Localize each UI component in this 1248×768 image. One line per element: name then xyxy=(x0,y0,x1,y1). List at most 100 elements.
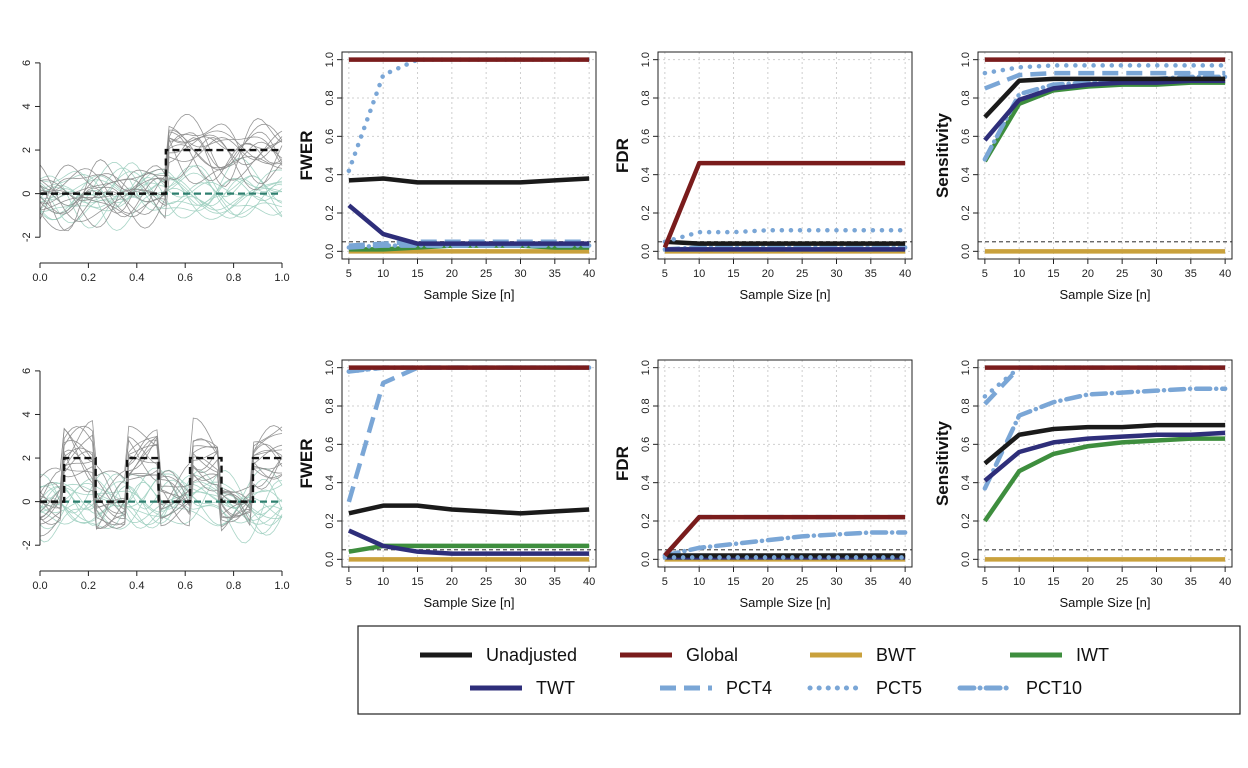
mean-line-dark xyxy=(40,456,282,503)
sample-curve-dark xyxy=(39,433,283,537)
y-tick-label: 0.2 xyxy=(324,205,336,220)
x-axis-label: Sample Size [n] xyxy=(739,595,830,610)
y-tick-label: 0.6 xyxy=(324,129,336,144)
y-tick-label: 0.6 xyxy=(324,437,336,452)
sample-curve-dark xyxy=(39,123,283,229)
y-tick-label: 4 xyxy=(21,103,33,109)
y-tick-label: 0.4 xyxy=(960,167,972,182)
sample-curve-dark xyxy=(39,130,283,220)
mean-line-dark xyxy=(40,148,282,195)
series-line-iwt xyxy=(983,436,1226,523)
x-tick-label: 15 xyxy=(1047,576,1059,588)
legend-frame xyxy=(357,625,1241,715)
sample-curve-dark xyxy=(39,425,283,528)
series-line-global xyxy=(662,160,906,249)
x-tick-label: 20 xyxy=(762,268,774,280)
sample-curve-dark xyxy=(39,114,283,215)
x-tick-label: 40 xyxy=(583,268,595,280)
sample-curve-dark xyxy=(39,134,283,223)
x-tick-label: 20 xyxy=(1082,576,1094,588)
series-line-pct4 xyxy=(983,365,1226,406)
panel-sens-top: 5 10 15 20 25 30 35 40 0.0 0.2 0.4 0.6 0.8 1.0 Sensiti… xyxy=(933,51,1233,302)
x-tick-label: 1.0 xyxy=(274,272,289,284)
x-tick-label: 0.6 xyxy=(178,272,193,284)
x-axis-label: Sample Size [n] xyxy=(1059,595,1150,610)
y-tick-label: 0.6 xyxy=(960,129,972,144)
series-line-twt xyxy=(983,78,1226,142)
panel-curves-top: 0.0 0.2 0.4 0.6 0.8 1.0 -2 0 2 4 6 xyxy=(21,60,290,284)
y-tick-label: 1.0 xyxy=(640,360,652,375)
x-tick-label: 30 xyxy=(830,268,842,280)
y-tick-label: 0.6 xyxy=(640,437,652,452)
x-tick-label: 5 xyxy=(982,576,988,588)
y-tick-label: 1.0 xyxy=(324,52,336,67)
y-tick-label: 0.4 xyxy=(640,167,652,182)
series-line-pct4 xyxy=(984,70,1226,91)
x-tick-label: 25 xyxy=(796,268,808,280)
x-tick-label: 10 xyxy=(1013,576,1025,588)
legend-label-pct4: PCT4 xyxy=(726,678,772,698)
x-tick-label: 15 xyxy=(411,576,423,588)
y-tick-label: 1.0 xyxy=(640,52,652,67)
sample-curve-dark xyxy=(39,131,283,218)
y-tick-label: 0.8 xyxy=(324,90,336,105)
x-tick-label: 5 xyxy=(346,268,352,280)
x-tick-label: 1.0 xyxy=(274,580,289,592)
panel-fdr-bottom: 5 10 15 20 25 30 35 40 0.0 0.2 0.4 0.6 0.8 1.0 FDR Samp… xyxy=(613,359,913,610)
series-line-pct4 xyxy=(346,365,590,503)
x-tick-label: 10 xyxy=(693,268,705,280)
panel-curves-bottom: 0.0 0.2 0.4 0.6 0.8 1.0 -2 0 2 4 6 xyxy=(21,368,290,592)
x-tick-label: 15 xyxy=(727,576,739,588)
y-tick-label: 0.8 xyxy=(960,398,972,413)
x-tick-label: 40 xyxy=(1219,576,1231,588)
y-tick-label: 1.0 xyxy=(324,360,336,375)
x-tick-label: 5 xyxy=(662,576,668,588)
x-tick-label: 10 xyxy=(1013,268,1025,280)
series-line-pct10 xyxy=(982,74,1228,162)
y-tick-label: 0.2 xyxy=(960,205,972,220)
legend-label-pct5: PCT5 xyxy=(876,678,922,698)
sample-curve-teal xyxy=(39,169,283,219)
y-tick-label: 1.0 xyxy=(960,52,972,67)
y-tick-label: 0.4 xyxy=(324,475,336,490)
sample-curve-dark xyxy=(39,131,283,228)
x-tick-label: 40 xyxy=(583,576,595,588)
x-tick-label: 30 xyxy=(1150,576,1162,588)
sample-curve-dark xyxy=(39,417,283,525)
series-line-pct5 xyxy=(662,228,908,244)
y-tick-label: 0 xyxy=(21,499,33,505)
sample-curve-dark xyxy=(39,138,283,220)
series-line-unadjusted xyxy=(664,239,906,246)
y-tick-label: 0.4 xyxy=(324,167,336,182)
x-tick-label: 40 xyxy=(899,576,911,588)
y-tick-label: 0.0 xyxy=(640,552,652,567)
y-tick-label: 0.8 xyxy=(640,90,652,105)
panel-fwer-bottom: 5 10 15 20 25 30 35 40 0.0 0.2 0.4 0.6 0.8 1.0 FWER Sam… xyxy=(297,359,597,610)
y-axis-label: FDR xyxy=(613,138,632,173)
series-line-twt xyxy=(347,528,590,556)
series-line-unadjusted xyxy=(983,422,1226,466)
x-tick-label: 0.0 xyxy=(32,580,47,592)
y-tick-label: 0.8 xyxy=(960,90,972,105)
x-tick-label: 25 xyxy=(1116,268,1128,280)
legend-label-twt: TWT xyxy=(536,678,575,698)
x-tick-label: 25 xyxy=(480,576,492,588)
y-tick-label: 0.2 xyxy=(324,513,336,528)
y-tick-label: 1.0 xyxy=(960,360,972,375)
plot-frame xyxy=(657,359,913,568)
series-line-global xyxy=(663,514,906,558)
y-tick-label: 0.4 xyxy=(960,475,972,490)
series-line-pct5 xyxy=(346,57,592,174)
x-tick-label: 5 xyxy=(346,576,352,588)
sample-curve-dark xyxy=(39,125,283,231)
y-tick-label: 0 xyxy=(21,191,33,197)
x-tick-label: 5 xyxy=(982,268,988,280)
x-tick-label: 30 xyxy=(1150,268,1162,280)
panel-fdr-top: 5 10 15 20 25 30 35 40 0.0 0.2 0.4 0.6 0.8 1.0 FDR Samp… xyxy=(613,51,913,302)
x-tick-label: 15 xyxy=(411,268,423,280)
sample-curve-dark xyxy=(39,136,283,214)
y-tick-label: 0.0 xyxy=(960,244,972,259)
sample-curve-dark xyxy=(39,427,283,530)
legend-label-global: Global xyxy=(686,645,738,665)
